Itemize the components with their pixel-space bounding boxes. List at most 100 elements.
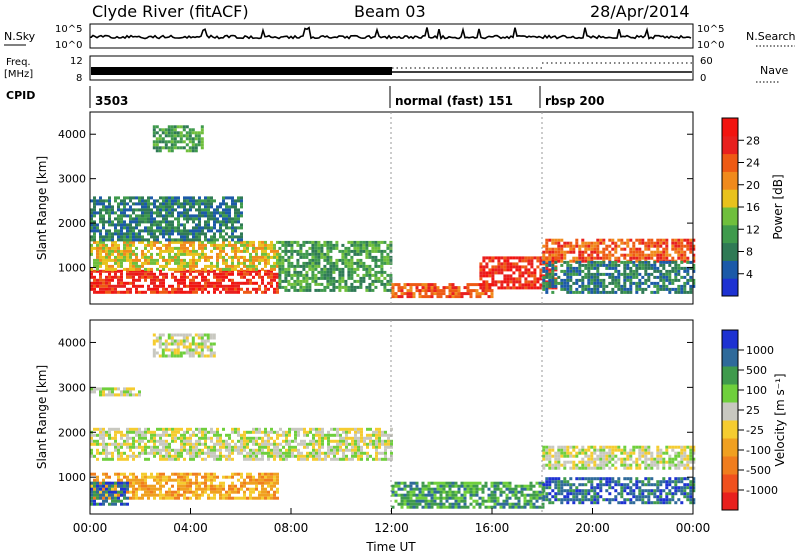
heatmap-cell (482, 274, 486, 278)
heatmap-cell (599, 495, 603, 499)
heatmap-cell (141, 199, 144, 203)
heatmap-cell (171, 272, 174, 276)
heatmap-cell (421, 286, 425, 290)
heatmap-cell (578, 498, 582, 502)
heatmap-cell (566, 290, 570, 294)
heatmap-cell (195, 487, 198, 491)
heatmap-cell (200, 131, 204, 135)
heatmap-cell (135, 255, 138, 259)
heatmap-cell (188, 134, 192, 138)
heatmap-cell (296, 282, 300, 286)
heatmap-cell (102, 255, 105, 259)
heatmap-cell (192, 290, 195, 294)
heatmap-cell (469, 295, 473, 299)
heatmap-cell (192, 445, 195, 449)
heatmap-cell (168, 252, 171, 256)
heatmap-cell (317, 270, 321, 274)
heatmap-cell (261, 487, 264, 491)
heatmap-cell (144, 199, 147, 203)
heatmap-cell (671, 244, 675, 248)
heatmap-cell (611, 263, 615, 267)
heatmap-cell (332, 288, 336, 292)
heatmap-cell (270, 246, 273, 250)
heatmap-cell (207, 281, 210, 285)
heatmap-cell (554, 272, 558, 276)
heatmap-cell (644, 253, 648, 257)
heatmap-cell (273, 287, 276, 291)
heatmap-cell (389, 249, 393, 253)
heatmap-cell (596, 238, 600, 242)
heatmap-cell (123, 258, 126, 262)
heatmap-cell (617, 263, 621, 267)
heatmap-cell (692, 278, 696, 282)
heatmap-cell (479, 277, 483, 281)
heatmap-cell (165, 208, 168, 212)
heatmap-cell (183, 290, 186, 294)
heatmap-cell (252, 430, 255, 434)
heatmap-cell (656, 266, 660, 270)
heatmap-cell (333, 427, 336, 431)
heatmap-cell (144, 478, 147, 482)
heatmap-cell (111, 499, 114, 503)
heatmap-cell (508, 487, 512, 491)
heatmap-cell (293, 249, 297, 253)
heatmap-cell (671, 256, 675, 260)
heatmap-cell (225, 261, 228, 265)
heatmap-cell (299, 246, 303, 250)
heatmap-cell (186, 249, 189, 253)
heatmap-cell (216, 281, 219, 285)
heatmap-cell (180, 281, 183, 285)
heatmap-cell (602, 260, 606, 264)
heatmap-cell (347, 285, 351, 289)
heatmap-cell (195, 484, 198, 488)
heatmap-cell (231, 255, 234, 259)
heatmap-cell (403, 502, 407, 506)
heatmap-cell (105, 445, 108, 449)
heatmap-cell (183, 484, 186, 488)
heatmap-cell (529, 499, 533, 503)
heatmap-cell (114, 196, 117, 200)
heatmap-cell (539, 271, 543, 275)
heatmap-cell (252, 261, 255, 265)
heatmap-cell (329, 240, 333, 244)
heatmap-cell (240, 287, 243, 291)
heatmap-cell (532, 493, 536, 497)
heatmap-cell (198, 226, 201, 230)
heatmap-cell (644, 483, 648, 487)
heatmap-cell (584, 266, 588, 270)
heatmap-cell (180, 493, 183, 497)
heatmap-cell (156, 445, 159, 449)
heatmap-cell (683, 492, 687, 496)
heatmap-cell (366, 454, 369, 458)
heatmap-cell (99, 484, 102, 488)
beam-title: Beam 03 (354, 2, 426, 21)
freq-label: Freq. (6, 57, 31, 68)
heatmap-cell (276, 448, 279, 452)
heatmap-cell (333, 451, 336, 455)
heatmap-cell (162, 448, 165, 452)
heatmap-cell (126, 427, 129, 431)
heatmap-cell (207, 430, 210, 434)
heatmap-cell (147, 214, 150, 218)
heatmap-cell (587, 263, 591, 267)
heatmap-cell (485, 280, 489, 284)
heatmap-cell (258, 275, 261, 279)
heatmap-cell (318, 457, 321, 461)
heatmap-cell (108, 442, 111, 446)
heatmap-cell (270, 430, 273, 434)
heatmap-cell (545, 238, 549, 242)
heatmap-cell (345, 448, 348, 452)
heatmap-cell (243, 430, 246, 434)
heatmap-cell (129, 496, 132, 500)
heatmap-cell (287, 282, 291, 286)
heatmap-cell (225, 490, 228, 494)
heatmap-cell (578, 256, 582, 260)
heatmap-cell (677, 241, 681, 245)
heatmap-cell (138, 484, 141, 488)
heatmap-cell (108, 475, 111, 479)
heatmap-cell (225, 269, 228, 273)
heatmap-cell (318, 445, 321, 449)
heatmap-cell (626, 483, 630, 487)
heatmap-cell (156, 290, 159, 294)
heatmap-cell (126, 246, 129, 250)
